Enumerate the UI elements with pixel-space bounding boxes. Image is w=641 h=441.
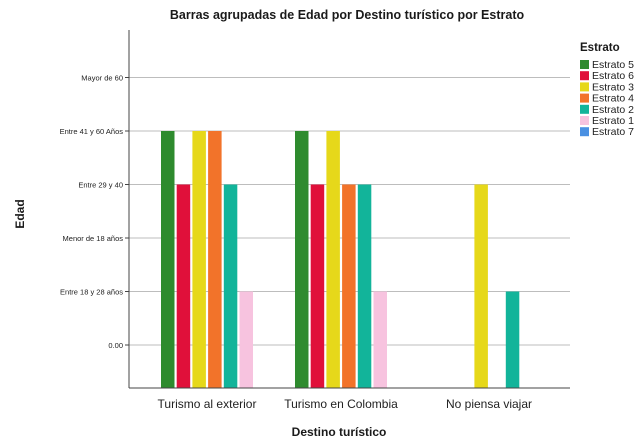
bar (342, 184, 356, 388)
legend-label: Estrato 1 (592, 115, 634, 127)
bar (357, 184, 372, 388)
bar (295, 131, 309, 388)
bar (239, 291, 253, 388)
legend-swatch (580, 82, 589, 92)
legend-swatch (580, 127, 589, 137)
bar (505, 291, 520, 388)
legend-swatch (580, 93, 589, 103)
x-tick-label: No piensa viajar (446, 397, 532, 411)
bar (161, 131, 175, 388)
legend-label: Estrato 4 (592, 93, 634, 105)
y-tick-labels: 0.00 Entre 18 y 28 años Menor de 18 años En… (60, 74, 124, 351)
bars (161, 131, 520, 388)
legend-swatch (580, 60, 589, 69)
y-axis-title: Edad (13, 199, 27, 228)
x-tick-label: Turismo en Colombia (284, 397, 398, 411)
legend-label: Estrato 5 (592, 59, 634, 71)
x-tick-labels: Turismo al exterior Turismo en Colombia No… (158, 397, 532, 411)
legend-swatch (580, 71, 589, 81)
bar (373, 291, 387, 388)
y-tick-label: Entre 41 y 60 Años (60, 127, 124, 136)
y-tick-label: Entre 29 y 40 (78, 181, 123, 190)
legend-label: Estrato 3 (592, 81, 634, 93)
y-tick-label: Entre 18 y 28 años (60, 288, 123, 297)
bar (474, 184, 488, 388)
legend-label: Estrato 7 (592, 126, 634, 138)
legend-swatch (580, 116, 589, 125)
x-tick-label: Turismo al exterior (158, 397, 257, 411)
bar (310, 184, 325, 388)
chart-title: Barras agrupadas de Edad por Destino tur… (170, 8, 525, 22)
y-tick-label: Mayor de 60 (81, 74, 123, 83)
legend-label: Estrato 2 (592, 104, 634, 116)
y-tick-label: 0.00 (108, 341, 123, 350)
bar (223, 184, 238, 388)
bar (326, 131, 340, 388)
bar (192, 131, 206, 388)
legend-title: Estrato (580, 42, 620, 54)
legend-label: Estrato 6 (592, 70, 634, 82)
bar (176, 184, 191, 388)
legend-swatch (580, 104, 589, 114)
y-tick-label: Menor de 18 años (63, 234, 124, 243)
x-axis-title: Destino turístico (292, 425, 387, 439)
bar (208, 131, 222, 388)
